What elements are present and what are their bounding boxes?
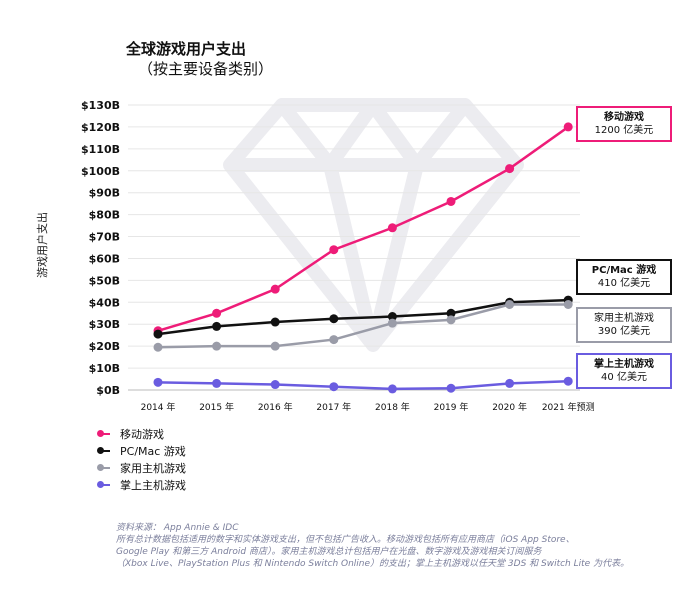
data-point (505, 300, 515, 309)
data-point (212, 378, 222, 388)
callout-value: 1200 亿美元 (594, 125, 654, 136)
data-point (563, 300, 573, 309)
y-tick-label: $0B (96, 384, 120, 397)
data-point (329, 335, 339, 345)
data-point (270, 380, 280, 390)
callout-value: 390 亿美元 (597, 326, 651, 337)
footnote-line: （Xbox Live、PlayStation Plus 和 Nintendo S… (116, 559, 630, 569)
x-tick-label: 2019 年 (434, 401, 469, 413)
data-point (153, 329, 163, 339)
legend-label: 移动游戏 (120, 427, 164, 441)
data-point (446, 196, 456, 206)
data-point (212, 308, 222, 318)
data-point (270, 317, 280, 327)
data-point (212, 341, 222, 351)
y-tick-label: $10B (89, 362, 120, 375)
data-point (505, 378, 515, 388)
legend-item-mobile: 移动游戏 (97, 425, 186, 442)
data-point (563, 376, 573, 386)
data-point (563, 122, 573, 132)
y-tick-label: $40B (89, 296, 120, 309)
callout-title: PC/Mac 游戏 (591, 265, 657, 276)
callout-value: 40 亿美元 (601, 372, 647, 383)
y-tick-label: $50B (89, 274, 120, 287)
y-tick-label: $90B (89, 187, 120, 200)
y-tick-label: $60B (89, 252, 120, 265)
data-point (446, 308, 456, 318)
footnote-line: Google Play 和第三方 Android 商店）。家用主机游戏总计包括用… (116, 547, 542, 557)
data-point (387, 318, 397, 328)
legend-item-console: 家用主机游戏 (97, 459, 186, 476)
footnote-source: 资料来源： App Annie & IDC (116, 523, 239, 533)
data-point (387, 223, 397, 233)
y-tick-label: $130B (81, 99, 120, 112)
chart-title: 全球游戏用户支出 (126, 40, 247, 58)
data-point (387, 312, 397, 322)
data-point (387, 384, 397, 394)
data-point (153, 377, 163, 387)
legend-label: 掌上主机游戏 (120, 478, 186, 492)
y-tick-label: $120B (81, 121, 120, 134)
data-point (212, 321, 222, 331)
y-tick-label: $30B (89, 318, 120, 331)
callout-pc: PC/Mac 游戏 410 亿美元 (576, 259, 672, 295)
legend-label: 家用主机游戏 (120, 461, 186, 475)
series-line (157, 298, 569, 336)
x-tick-label: 2017 年 (316, 401, 351, 413)
data-point (329, 245, 339, 255)
x-tick-label: 2021 年预测 (542, 401, 595, 413)
data-point (505, 164, 515, 174)
legend-label: PC/Mac 游戏 (120, 444, 186, 458)
y-tick-label: $100B (81, 165, 120, 178)
data-point (329, 314, 339, 324)
y-tick-label: $80B (89, 209, 120, 222)
callout-title: 家用主机游戏 (594, 313, 654, 324)
callout-mobile: 移动游戏 1200 亿美元 (576, 106, 672, 142)
series-line (157, 125, 569, 333)
y-tick-label: $20B (89, 340, 120, 353)
data-point (153, 342, 163, 352)
callout-console: 家用主机游戏 390 亿美元 (576, 307, 672, 343)
callout-handheld: 掌上主机游戏 40 亿美元 (576, 353, 672, 389)
footnote-line: 所有总计数据包括适用的数字和实体游戏支出，但不包括广告收入。移动游戏包括所有应用… (116, 535, 575, 545)
series-line (157, 379, 569, 391)
data-point (270, 341, 280, 351)
y-tick-label: $70B (89, 231, 120, 244)
callout-title: 掌上主机游戏 (594, 359, 654, 370)
callout-value: 410 亿美元 (597, 278, 651, 289)
y-tick-label: $110B (81, 143, 120, 156)
x-tick-label: 2014 年 (141, 401, 176, 413)
x-tick-label: 2015 年 (199, 401, 234, 413)
chart-subtitle: （按主要设备类别） (138, 60, 274, 78)
legend: 移动游戏 PC/Mac 游戏 家用主机游戏 掌上主机游戏 (97, 425, 186, 493)
legend-item-pc: PC/Mac 游戏 (97, 442, 186, 459)
x-tick-label: 2018 年 (375, 401, 410, 413)
x-tick-label: 2016 年 (258, 401, 293, 413)
data-point (270, 284, 280, 294)
callout-title: 移动游戏 (604, 112, 644, 123)
data-point (446, 315, 456, 325)
data-point (446, 383, 456, 393)
series-line (157, 303, 569, 349)
legend-item-handheld: 掌上主机游戏 (97, 476, 186, 493)
x-tick-label: 2020 年 (492, 401, 527, 413)
footnote: 资料来源： App Annie & IDC 所有总计数据包括适用的数字和实体游戏… (116, 522, 629, 570)
data-point (329, 382, 339, 392)
